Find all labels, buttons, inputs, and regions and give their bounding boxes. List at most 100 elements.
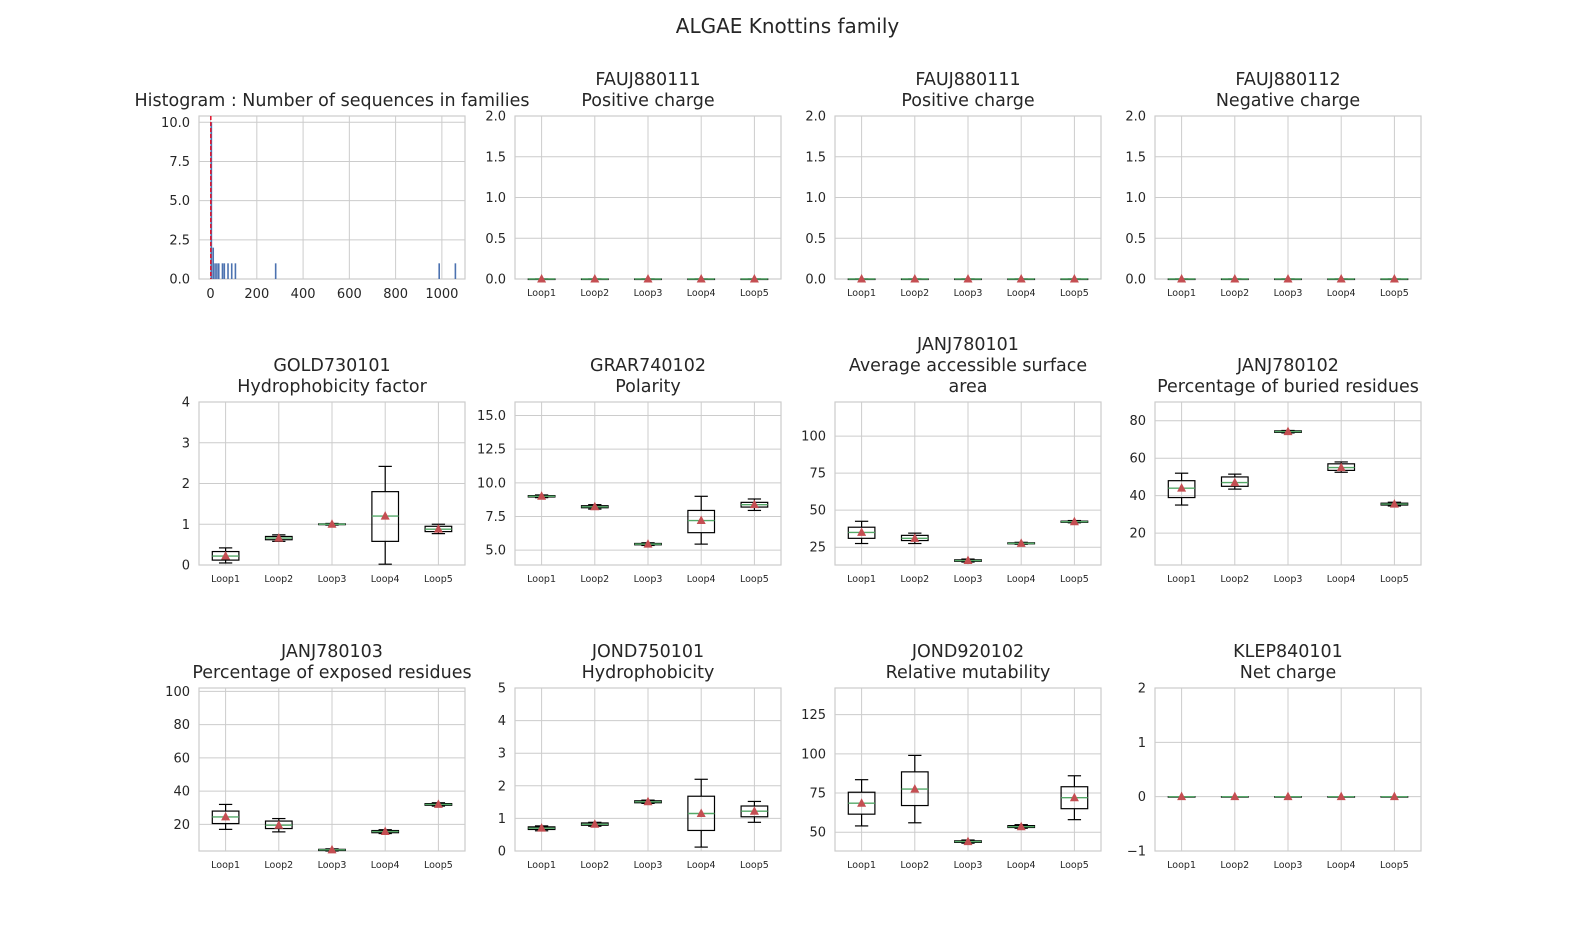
x-tick-label: Loop5 <box>1380 860 1409 871</box>
y-tick-label: 80 <box>173 718 190 733</box>
x-tick-label: Loop1 <box>847 574 876 585</box>
y-tick-label: 1.5 <box>1125 150 1146 165</box>
box-loop1 <box>211 547 240 564</box>
x-tick-label: Loop1 <box>1167 288 1196 299</box>
box-loop5 <box>740 498 769 512</box>
mean-marker <box>537 823 547 832</box>
y-tick-label: 60 <box>1129 452 1146 467</box>
mean-marker <box>1283 791 1293 801</box>
histogram-bar <box>274 263 277 279</box>
x-tick-label: Loop3 <box>954 860 983 871</box>
x-tick-label: Loop1 <box>527 574 556 585</box>
mean-marker <box>537 491 547 500</box>
mean-marker <box>643 539 653 548</box>
mean-marker <box>1283 274 1293 283</box>
plot-title-line: Positive charge <box>901 91 1034 111</box>
x-tick-label: Loop2 <box>580 574 609 585</box>
mean-marker <box>857 798 867 807</box>
mean-marker <box>643 274 653 283</box>
box-loop1 <box>1167 274 1196 283</box>
box-loop4 <box>1007 274 1036 283</box>
box-loop3 <box>1274 426 1302 436</box>
y-tick-label: 0.0 <box>805 273 826 288</box>
plot-title-line: JOND750101 <box>591 642 704 662</box>
box-loop3 <box>318 844 346 854</box>
x-tick-label: Loop4 <box>687 860 716 871</box>
y-tick-label: 25 <box>809 541 826 556</box>
mean-marker <box>910 784 920 793</box>
y-tick-label: 100 <box>801 430 826 445</box>
mean-marker <box>1177 791 1187 801</box>
plot-title-line: Percentage of buried residues <box>1157 377 1419 397</box>
mean-marker <box>1336 462 1346 472</box>
y-tick-label: 50 <box>809 504 826 519</box>
mean-marker <box>433 524 443 533</box>
x-tick-label: Loop5 <box>1060 574 1089 585</box>
x-tick-label: Loop3 <box>954 574 983 585</box>
x-tick-label: Loop3 <box>634 860 663 871</box>
box-loop2 <box>1220 473 1249 490</box>
y-tick-label: 0.5 <box>1125 232 1146 247</box>
mean-marker <box>1389 499 1399 508</box>
box-iqr <box>1167 480 1196 499</box>
box-loop3 <box>954 836 982 846</box>
plot-title-line: Hydrophobicity factor <box>237 377 427 397</box>
box-loop2 <box>900 754 929 824</box>
mean-marker <box>749 806 759 815</box>
mean-marker <box>857 527 867 536</box>
x-tick-label: Loop5 <box>740 574 769 585</box>
box-loop1 <box>527 491 556 500</box>
box-loop4 <box>1007 538 1036 547</box>
x-tick-label: Loop5 <box>424 860 453 871</box>
y-tick-label: 60 <box>173 751 190 766</box>
y-tick-label: 15.0 <box>477 409 506 424</box>
plot-title-line: Relative mutability <box>886 663 1051 683</box>
mean-marker <box>696 515 706 525</box>
x-tick-label: Loop4 <box>1007 288 1036 299</box>
y-tick-label: 100 <box>165 685 190 700</box>
x-tick-label: 800 <box>383 287 408 302</box>
box-loop3 <box>318 519 346 528</box>
x-tick-label: Loop4 <box>371 574 400 585</box>
mean-marker <box>327 844 337 854</box>
y-tick-label: 2 <box>182 477 190 492</box>
y-tick-label: 2.0 <box>805 110 826 125</box>
box-loop4 <box>371 826 400 836</box>
x-tick-label: Loop1 <box>211 574 240 585</box>
mean-marker <box>1336 274 1346 283</box>
y-tick-label: 10.0 <box>477 476 506 491</box>
y-tick-label: 7.5 <box>169 155 190 170</box>
y-tick-label: 2.5 <box>169 233 190 248</box>
y-tick-label: 1 <box>498 812 506 827</box>
box-loop2 <box>1220 274 1249 283</box>
subplot-1: Histogram : Number of sequences in famil… <box>134 91 529 302</box>
x-tick-label: Loop4 <box>687 574 716 585</box>
histogram-bar <box>227 263 229 279</box>
box-loop1 <box>1167 791 1196 801</box>
x-tick-label: Loop2 <box>264 860 293 871</box>
mean-marker <box>910 274 920 283</box>
histogram-bar <box>221 263 224 279</box>
y-tick-label: 12.5 <box>477 443 506 458</box>
y-tick-label: 40 <box>173 785 190 800</box>
y-tick-label: 40 <box>1129 489 1146 504</box>
box-loop4 <box>687 274 716 283</box>
y-tick-label: 5.0 <box>169 194 190 209</box>
mean-marker <box>590 501 600 511</box>
plot-area <box>198 115 466 280</box>
box-loop5 <box>1060 274 1089 283</box>
mean-marker <box>274 533 284 542</box>
plot-title-line: Percentage of exposed residues <box>192 663 471 683</box>
x-tick-label: Loop5 <box>424 574 453 585</box>
box-loop4 <box>1007 821 1036 831</box>
y-tick-label: 10.0 <box>161 116 190 131</box>
plot-title-line: GOLD730101 <box>273 356 390 376</box>
box-loop4 <box>1327 461 1356 473</box>
histogram-bar <box>217 263 220 279</box>
mean-marker <box>274 820 284 829</box>
